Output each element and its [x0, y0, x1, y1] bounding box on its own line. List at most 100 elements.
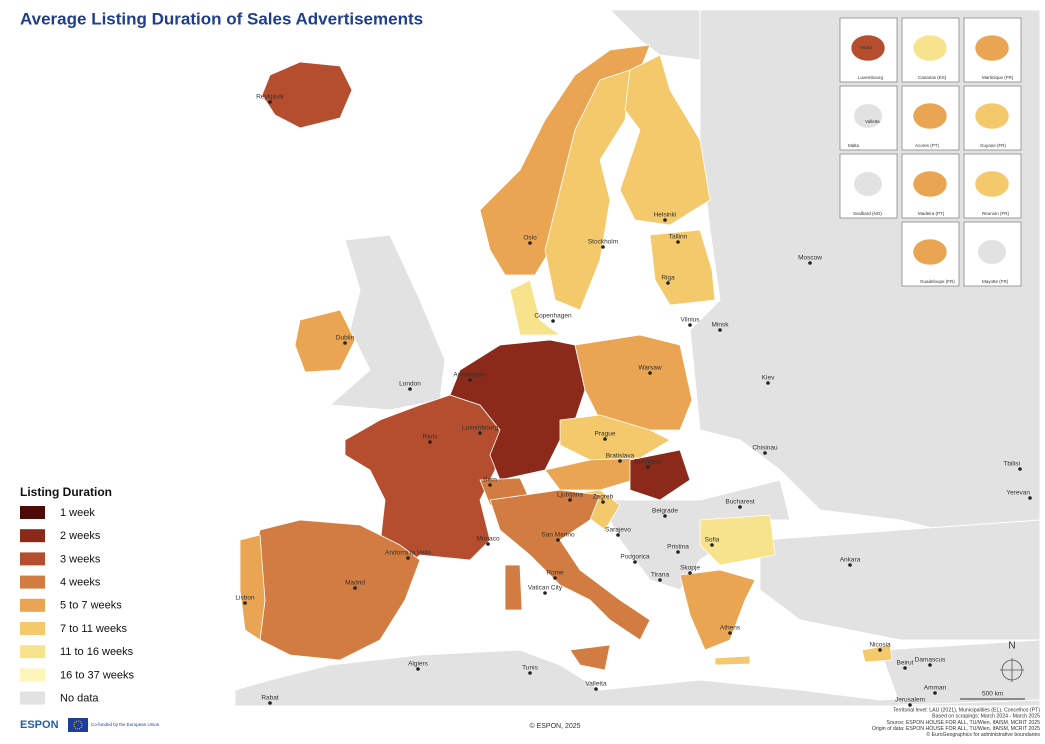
region-crete — [714, 655, 751, 666]
inset-frame — [839, 17, 898, 83]
north-arrow: N — [1000, 641, 1024, 682]
legend-label: No data — [60, 693, 99, 705]
city-dot — [718, 328, 722, 332]
city-label: Warsaw — [638, 365, 662, 372]
city-label: Reykjavik — [256, 94, 285, 101]
city-label: London — [399, 381, 421, 388]
footer: ESPON Co-funded by the European Union © … — [20, 707, 1040, 738]
footer-note: Source: ESPON HOUSE FOR ALL, TU/Wien, If… — [887, 720, 1041, 726]
inset-label: Reunion (FR) — [982, 211, 1010, 216]
city-label: Yerevan — [1006, 490, 1030, 497]
eu-stars — [73, 720, 83, 730]
legend-title: Listing Duration — [20, 485, 112, 499]
region-poland — [574, 334, 693, 431]
city-dot — [568, 498, 572, 502]
city-label: Vilnius — [680, 317, 700, 324]
city-label: Helsinki — [654, 212, 677, 219]
city-label: Lisbon — [235, 595, 255, 602]
footer-note: © EuroGeographics for administrative bou… — [926, 731, 1040, 738]
legend-label: 16 to 37 weeks — [60, 669, 134, 681]
city-label: Prague — [595, 431, 616, 438]
land-middle-east — [879, 639, 1041, 706]
city-label: Pristina — [667, 544, 689, 551]
inset-label: Canarias (ES) — [918, 75, 947, 80]
city-dot — [478, 431, 482, 435]
city-label: San Marino — [541, 532, 575, 539]
inset-label: Madeira (PT) — [918, 211, 945, 216]
city-dot — [928, 663, 932, 667]
inset-region — [854, 172, 882, 196]
region-czechia — [559, 414, 671, 461]
city-dot — [933, 691, 937, 695]
city-label: Monaco — [476, 536, 500, 543]
inset-label: Valletta — [865, 119, 880, 124]
inset-region — [912, 170, 948, 198]
espon-logo: ESPON — [20, 719, 59, 731]
scale-label: 500 km — [982, 691, 1003, 698]
city-dot — [1018, 467, 1022, 471]
legend-label: 3 weeks — [60, 553, 101, 565]
inset-label: Martinique (FR) — [982, 75, 1014, 80]
city-dot — [268, 100, 272, 104]
inset-region — [974, 170, 1010, 198]
region-baltics — [649, 229, 716, 306]
land-uk — [328, 234, 446, 411]
region-finland — [619, 54, 711, 226]
city-dot — [553, 576, 557, 580]
city-dot — [676, 550, 680, 554]
city-dot — [528, 241, 532, 245]
city-dot — [556, 538, 560, 542]
city-label: Copenhagen — [534, 313, 572, 320]
city-dot — [551, 319, 555, 323]
city-dot — [601, 245, 605, 249]
region-italy — [489, 489, 651, 641]
city-label: Oslo — [523, 235, 537, 242]
city-dot — [808, 261, 812, 265]
city-dot — [603, 437, 607, 441]
city-label: Rome — [546, 570, 564, 577]
city-label: Amman — [924, 685, 947, 692]
map-title: Average Listing Duration of Sales Advert… — [20, 9, 423, 28]
city-dot — [688, 571, 692, 575]
region-greece — [679, 569, 756, 651]
city-dot — [663, 218, 667, 222]
city-dot — [658, 578, 662, 582]
city-label: Rabat — [261, 695, 279, 702]
city-dot — [738, 505, 742, 509]
city-label: Sarajevo — [605, 527, 631, 534]
city-labels: Reykjavik Oslo Stockholm Helsinki Tallinn Rig… — [235, 94, 1032, 707]
legend-swatch — [20, 598, 45, 612]
city-dot — [543, 591, 547, 595]
city-dot — [766, 381, 770, 385]
inset-label: Malta — [848, 143, 860, 148]
city-label: Algiers — [408, 661, 429, 668]
land-turkey — [759, 519, 1041, 641]
city-label: Bern — [483, 477, 497, 484]
inset-label: Guyane (FR) — [980, 143, 1007, 148]
city-dot — [486, 542, 490, 546]
city-label: Kiev — [762, 375, 775, 382]
region-hungary — [629, 449, 691, 501]
city-label: Bucharest — [725, 499, 754, 506]
city-dot — [488, 483, 492, 487]
footer-notes: Territorial level: LAU (2021), Municipal… — [872, 707, 1041, 738]
land-africa — [234, 649, 1041, 707]
city-dot — [468, 378, 472, 382]
city-dot — [428, 440, 432, 444]
inset-label: Guadeloupe (FR) — [920, 279, 955, 284]
city-label: Sofia — [705, 537, 720, 544]
city-dot — [353, 586, 357, 590]
inset-region — [912, 102, 948, 130]
city-label: Athens — [720, 625, 741, 632]
city-label: Beirut — [897, 660, 914, 667]
city-dot — [728, 631, 732, 635]
city-label: Nicosia — [869, 642, 891, 649]
legend-label: 4 weeks — [60, 577, 101, 589]
city-label: Valletta — [585, 681, 607, 688]
city-label: Moscow — [798, 255, 822, 262]
city-label: Minsk — [712, 322, 730, 329]
city-dot — [618, 459, 622, 463]
city-dot — [594, 687, 598, 691]
region-bulgaria — [699, 514, 776, 566]
